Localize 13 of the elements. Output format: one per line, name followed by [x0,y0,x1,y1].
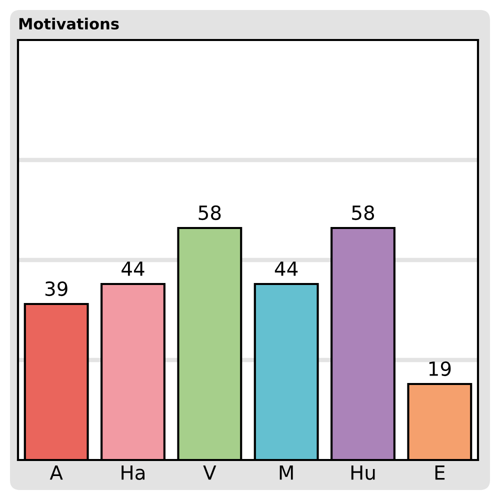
x-tick-label: A [50,465,63,480]
data-label: 44 [122,262,144,276]
data-label: 58 [198,205,221,220]
data-label: 39 [45,281,68,296]
data-label: 44 [274,262,298,276]
x-tick-label: Hu [351,465,375,480]
x-tick-label: M [280,465,293,480]
data-label: 58 [352,205,374,220]
x-tick-label: E [435,465,445,480]
data-label: 19 [429,361,451,376]
x-tick-label: V [203,465,216,480]
chart-title: Motivations [19,18,119,30]
x-tick-label: Ha [122,465,145,480]
